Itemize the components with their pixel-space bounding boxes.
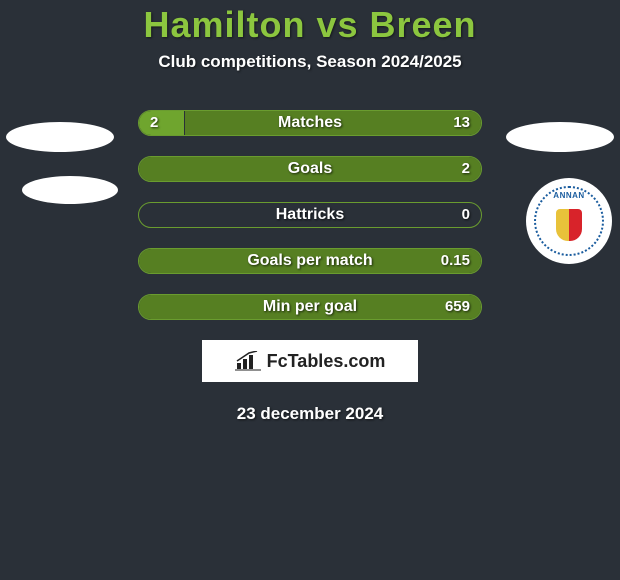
stat-row: 2Goals [138,156,482,182]
stat-bar-left [139,111,184,135]
fctables-text: FcTables.com [267,351,386,372]
stat-value-right: 0 [462,202,470,228]
stat-value-right: 2 [462,156,470,182]
page-title: Hamilton vs Breen [0,4,620,46]
page-subtitle: Club competitions, Season 2024/2025 [0,52,620,72]
fctables-logo: FcTables.com [202,340,418,382]
stat-row: 0.15Goals per match [138,248,482,274]
stat-bar-right [185,111,482,135]
bar-chart-icon [235,351,261,371]
stat-bar-right [139,157,481,181]
stat-bar-track [138,248,482,274]
stat-bar-track [138,110,482,136]
stat-value-right: 13 [453,110,470,136]
stat-row: 213Matches [138,110,482,136]
stat-value-left: 2 [150,110,158,136]
stat-row: 0Hattricks [138,202,482,228]
stat-row: 659Min per goal [138,294,482,320]
stat-bar-track [138,202,482,228]
update-date: 23 december 2024 [0,404,620,424]
stat-value-right: 0.15 [441,248,470,274]
stats-panel: 213Matches2Goals0Hattricks0.15Goals per … [0,110,620,320]
stat-bar-track [138,294,482,320]
stat-bar-right [139,249,481,273]
stat-bar-right [139,295,481,319]
comparison-card: Hamilton vs Breen Club competitions, Sea… [0,0,620,424]
stat-bar-track [138,156,482,182]
stat-value-right: 659 [445,294,470,320]
